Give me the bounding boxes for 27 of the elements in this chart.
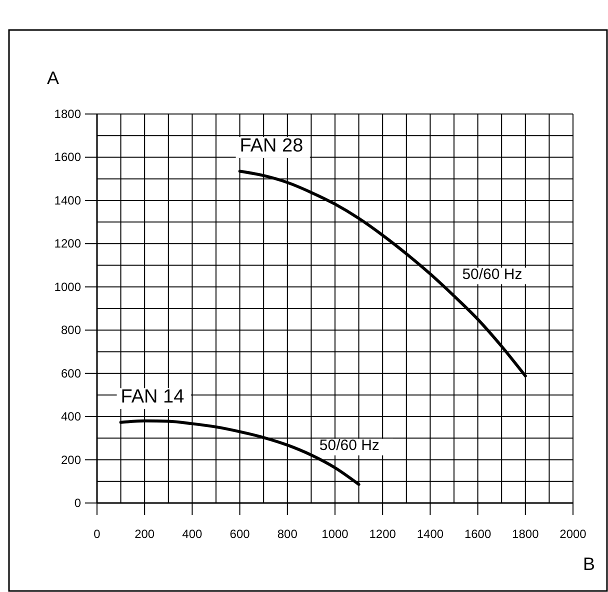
y-tick-label: 0: [74, 496, 82, 510]
y-tick-label: 1600: [54, 150, 82, 164]
x-tick-label: 2000: [560, 527, 587, 541]
x-tick-label: 0: [94, 527, 101, 541]
x-tick-label: 600: [230, 527, 250, 541]
x-tick-label: 1800: [512, 527, 540, 541]
x-tick-label: 400: [182, 527, 203, 541]
y-tick-label: 800: [60, 323, 82, 338]
y-axis-title: A: [47, 68, 60, 88]
y-tick-label: 400: [60, 410, 82, 424]
x-tick-label: 800: [277, 527, 298, 541]
x-axis-title: B: [583, 554, 596, 574]
annotation: 50/60 Hz: [462, 266, 522, 283]
x-tick-label: 1200: [369, 527, 396, 541]
series-label: FAN 14: [120, 386, 185, 408]
y-tick-label: 1200: [54, 236, 82, 251]
y-tick-label: 1800: [54, 107, 82, 121]
y-tick-label: 1400: [54, 193, 82, 208]
x-tick-label: 1600: [464, 527, 492, 541]
y-tick-label: 600: [60, 366, 82, 380]
x-tick-label: 1000: [322, 527, 349, 541]
y-tick-label: 1000: [54, 280, 82, 294]
x-tick-label: 200: [134, 527, 155, 541]
series-label: FAN 28: [240, 135, 304, 156]
x-tick-label: 1400: [416, 527, 444, 541]
annotation: 50/60 Hz: [319, 437, 380, 454]
y-tick-label: 200: [60, 452, 82, 467]
